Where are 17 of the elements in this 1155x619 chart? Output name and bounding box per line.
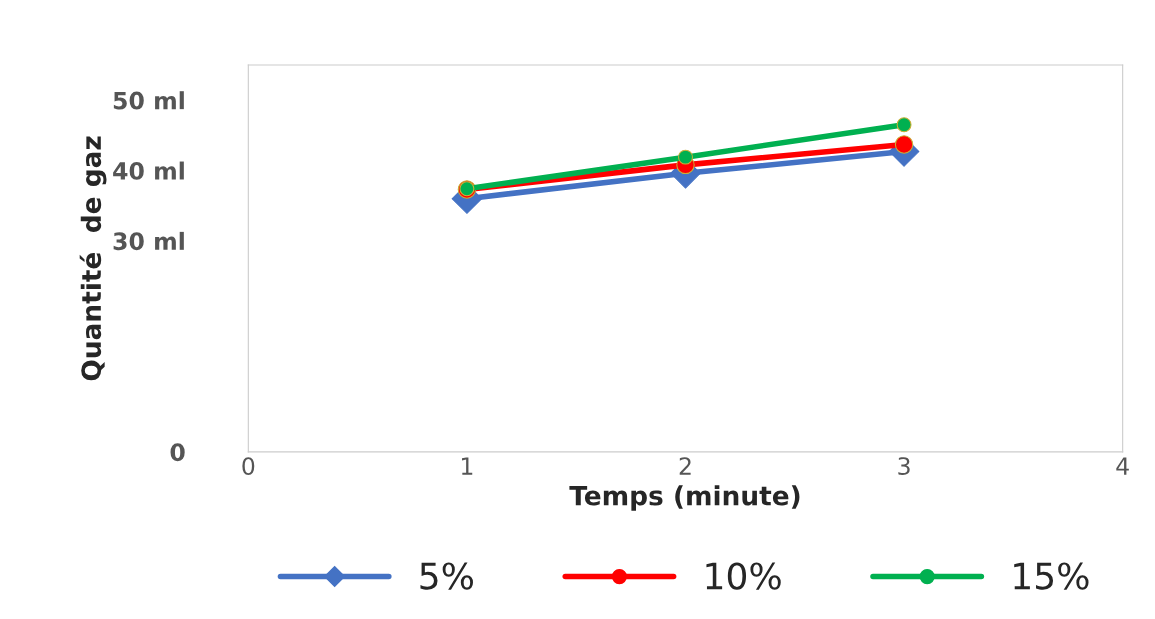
x-axis-title: Temps (minute) (569, 485, 800, 511)
x-tick-label: 3 (898, 457, 910, 476)
point (678, 149, 693, 165)
y-tick-label: 40 ml (113, 161, 184, 180)
legend-label: 15% (1014, 562, 1089, 590)
x-tick-label: 4 (1116, 457, 1129, 475)
point (896, 117, 912, 133)
legend-label: 5% (420, 562, 473, 590)
y-tick-label: 50 ml (113, 91, 184, 110)
x-tick-label: 0 (242, 457, 255, 476)
point (894, 135, 914, 154)
x-tick-label: 1 (461, 457, 473, 475)
y-tick-label: 30 ml (113, 231, 184, 251)
legend-label: 10% (706, 562, 781, 590)
y-axis-title: Quantité de gaz (79, 136, 107, 381)
x-tick-label: 2 (679, 457, 691, 475)
y-tick-label: 0 (170, 443, 185, 462)
